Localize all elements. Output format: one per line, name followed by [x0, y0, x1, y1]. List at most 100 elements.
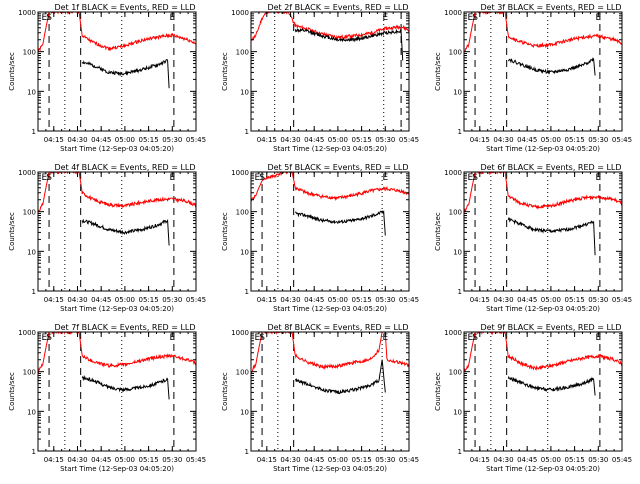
x-tick-label: 04:45: [517, 296, 537, 304]
y-tick-label: 100: [236, 209, 249, 217]
event-marker-label: E: [467, 173, 473, 183]
x-tick-label: 05:30: [375, 136, 395, 144]
event-marker-label: E: [41, 13, 47, 23]
y-tick-label: 10: [240, 88, 249, 96]
event-marker-label: E: [169, 333, 175, 343]
lld-series: [251, 172, 409, 203]
y-tick-label: 10: [27, 408, 36, 416]
y-tick-label: 1: [32, 128, 36, 136]
x-tick-label: 04:45: [517, 136, 537, 144]
x-axis-label: Start Time (12-Sep-03 04:05:20): [273, 145, 387, 153]
y-tick-label: 100: [23, 369, 36, 377]
y-tick-label: 1000: [444, 9, 462, 17]
detector-panel-6: 1 10 100 1000 04:15 04:30 04:45 05:00 05:15 05:30…: [434, 163, 632, 313]
event-marker-label: E: [41, 173, 47, 183]
event-marker-label: S: [472, 13, 478, 23]
x-tick-label: 05:45: [399, 136, 419, 144]
event-marker-label: E: [382, 173, 388, 183]
x-tick-label: 04:30: [280, 136, 300, 144]
event-marker-label: E: [595, 173, 601, 183]
y-tick-label: 1: [245, 288, 249, 296]
event-marker-label: E: [254, 173, 260, 183]
y-tick-label: 10: [453, 248, 462, 256]
x-tick-label: 04:15: [44, 456, 64, 464]
x-tick-label: 04:15: [257, 296, 277, 304]
x-tick-label: 05:00: [328, 456, 348, 464]
detector-panel-8: 1 10 100 1000 04:15 04:30 04:45 05:00 05:15 05:30…: [221, 323, 419, 473]
y-tick-label: 1: [458, 128, 462, 136]
y-tick-label: 10: [240, 248, 249, 256]
y-axis-label: Counts/sec: [8, 372, 16, 411]
x-tick-label: 05:15: [565, 296, 585, 304]
y-tick-label: 10: [27, 88, 36, 96]
x-tick-label: 05:45: [612, 456, 632, 464]
y-tick-label: 100: [449, 209, 462, 217]
y-tick-label: 100: [449, 369, 462, 377]
y-axis-label: Counts/sec: [434, 212, 442, 251]
x-tick-label: 05:15: [139, 296, 159, 304]
y-tick-label: 100: [23, 209, 36, 217]
event-marker-label: E: [467, 333, 473, 343]
y-tick-label: 1: [458, 448, 462, 456]
x-tick-label: 04:30: [67, 456, 87, 464]
events-series: [81, 218, 170, 246]
x-tick-label: 04:15: [470, 136, 490, 144]
plot-area: [251, 12, 409, 61]
x-tick-label: 04:15: [470, 456, 490, 464]
x-tick-label: 05:30: [588, 136, 608, 144]
x-tick-label: 04:15: [470, 296, 490, 304]
events-series: [294, 209, 386, 236]
x-tick-label: 05:15: [139, 456, 159, 464]
detector-panel-7: 1 10 100 1000 04:15 04:30 04:45 05:00 05:15 05:30…: [8, 323, 206, 473]
x-axis-label: Start Time (12-Sep-03 04:05:20): [60, 305, 174, 313]
y-tick-label: 100: [236, 369, 249, 377]
x-tick-label: 04:45: [91, 136, 111, 144]
panel-title: Det 2f BLACK = Events, RED = LLD: [267, 3, 408, 12]
x-tick-label: 05:00: [115, 136, 135, 144]
x-tick-label: 05:00: [115, 296, 135, 304]
x-tick-label: 05:45: [186, 296, 206, 304]
y-tick-label: 1000: [231, 169, 249, 177]
lld-series: [464, 172, 622, 213]
events-series: [81, 374, 170, 400]
panel-title: Det 1f BLACK = Events, RED = LLD: [54, 3, 195, 12]
plot-area: [464, 172, 622, 256]
event-marker-label: S: [46, 13, 52, 23]
panel-title: Det 8f BLACK = Events, RED = LLD: [267, 323, 408, 332]
x-tick-label: 04:30: [280, 456, 300, 464]
x-tick-label: 05:00: [541, 296, 561, 304]
x-tick-label: 04:45: [304, 296, 324, 304]
x-tick-label: 05:30: [162, 136, 182, 144]
x-tick-label: 04:45: [91, 296, 111, 304]
y-tick-label: 100: [449, 49, 462, 57]
event-marker-label: E: [169, 13, 175, 23]
x-tick-label: 04:15: [44, 296, 64, 304]
x-tick-label: 05:15: [565, 136, 585, 144]
y-tick-label: 100: [23, 49, 36, 57]
x-tick-label: 04:15: [44, 136, 64, 144]
x-tick-label: 04:30: [280, 296, 300, 304]
y-axis-label: Counts/sec: [434, 372, 442, 411]
events-series: [294, 359, 386, 395]
x-tick-label: 05:00: [541, 456, 561, 464]
event-marker-label: E: [169, 173, 175, 183]
detector-panel-9: 1 10 100 1000 04:15 04:30 04:45 05:00 05:15 05:30…: [434, 323, 632, 473]
event-marker-label: S: [46, 173, 52, 183]
x-tick-label: 05:45: [399, 296, 419, 304]
x-tick-label: 05:00: [328, 136, 348, 144]
plot-frame: [250, 11, 410, 132]
y-axis-label: Counts/sec: [8, 52, 16, 91]
events-series: [507, 375, 596, 396]
event-marker-label: E: [254, 333, 260, 343]
detector-panel-3: 1 10 100 1000 04:15 04:30 04:45 05:00 05:15 05:30…: [434, 3, 632, 153]
event-marker-label: E: [382, 13, 388, 23]
y-tick-label: 1: [245, 128, 249, 136]
detector-panel-4: 1 10 100 1000 04:15 04:30 04:45 05:00 05:15 05:30…: [8, 163, 206, 313]
events-series: [81, 58, 170, 89]
x-tick-label: 04:15: [257, 456, 277, 464]
plot-frame: [37, 331, 197, 452]
y-axis-label: Counts/sec: [221, 212, 229, 251]
event-marker-label: S: [46, 333, 52, 343]
